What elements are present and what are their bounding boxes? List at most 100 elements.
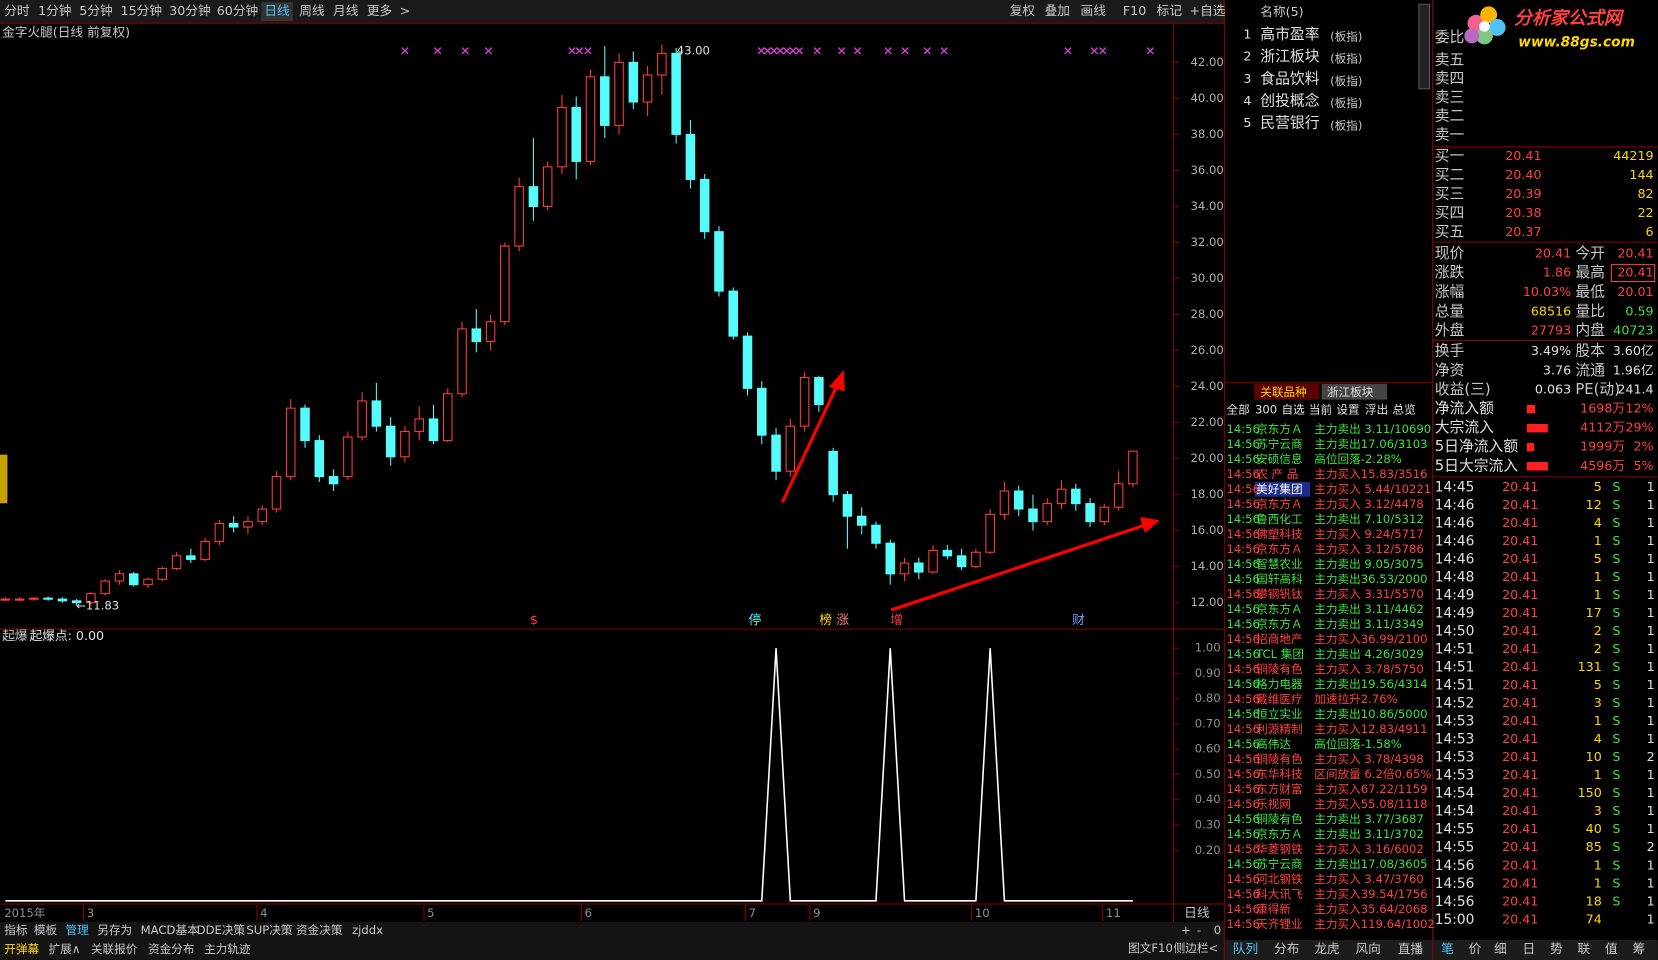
panel-tab[interactable]: 分布 — [1274, 941, 1299, 956]
tool-tab[interactable]: 另存为 — [97, 923, 132, 937]
filter-tab[interactable]: 自选 — [1281, 403, 1305, 417]
panel-tab[interactable]: 细 — [1494, 941, 1507, 956]
news-stock[interactable]: 格力电器 — [1256, 677, 1303, 691]
panel-tab[interactable]: 浙江板块 — [1327, 385, 1374, 399]
news-stock[interactable]: 高伟达 — [1256, 737, 1291, 751]
list-name[interactable]: 浙江板块 — [1260, 47, 1319, 65]
period-tab[interactable]: 5分钟 — [79, 3, 112, 18]
tool-tab[interactable]: DDE决策 — [197, 923, 246, 937]
tool-button[interactable]: 标记 — [1157, 3, 1183, 18]
news-stock[interactable]: 京东方Ａ — [1256, 827, 1303, 841]
tool-tab[interactable]: 资金分布 — [148, 942, 195, 956]
news-stock[interactable]: 铜陵有色 — [1256, 812, 1303, 826]
list-name[interactable]: 食品饮料 — [1260, 70, 1319, 87]
news-stock[interactable]: 戴维医疗 — [1256, 692, 1303, 706]
news-stock[interactable]: 京东方Ａ — [1256, 542, 1303, 556]
news-stock[interactable]: 京东方Ａ — [1256, 602, 1303, 616]
news-stock[interactable]: 美好集团 — [1256, 482, 1303, 496]
news-stock[interactable]: 京东方Ａ — [1256, 497, 1303, 511]
news-stock[interactable]: 鲁西化工 — [1256, 512, 1303, 526]
filter-tab[interactable]: 当前 — [1309, 403, 1332, 417]
news-stock[interactable]: 攀钢钒钛 — [1256, 587, 1303, 601]
tool-tab[interactable]: MACD基本 — [141, 923, 199, 937]
side-button[interactable]: 侧边栏< — [1174, 941, 1219, 955]
tool-button[interactable]: F10 — [1123, 3, 1146, 18]
tool-button[interactable]: 叠加 — [1045, 3, 1070, 18]
panel-tab[interactable]: 风向 — [1355, 941, 1380, 956]
tool-tab[interactable]: 管理 — [66, 923, 90, 937]
list-name[interactable]: 创投概念 — [1260, 92, 1319, 110]
period-tab[interactable]: 周线 — [299, 3, 325, 18]
period-tab[interactable]: 日线 — [264, 3, 290, 18]
panel-tab[interactable]: 值 — [1605, 941, 1618, 956]
zoom-button[interactable]: - — [1197, 923, 1201, 937]
tool-tab[interactable]: 模板 — [34, 923, 58, 937]
news-stock[interactable]: 恒立实业 — [1256, 707, 1303, 721]
zoom-button[interactable]: + — [1181, 923, 1191, 937]
news-stock[interactable]: 苏宁云商 — [1256, 857, 1303, 871]
news-stock[interactable]: 东方财富 — [1256, 782, 1303, 796]
period-tab[interactable]: 30分钟 — [169, 3, 210, 18]
period-tab[interactable]: 60分钟 — [217, 3, 258, 18]
news-stock[interactable]: 农 产 品 — [1256, 467, 1298, 481]
side-handle[interactable] — [0, 454, 8, 504]
filter-tab[interactable]: 全部 — [1226, 403, 1250, 417]
news-stock[interactable]: TCL 集团 — [1255, 647, 1304, 661]
panel-tab[interactable]: 联 — [1577, 941, 1590, 956]
period-tab[interactable]: 月线 — [333, 3, 359, 18]
news-stock[interactable]: 安硕信息 — [1256, 452, 1303, 466]
tool-button[interactable]: 复权 — [1010, 3, 1036, 18]
filter-tab[interactable]: 浮出 — [1365, 403, 1388, 417]
tool-tab[interactable]: 资金决策 — [296, 923, 343, 937]
list-name[interactable]: 高市盈率 — [1260, 26, 1319, 43]
news-stock[interactable]: 乐视网 — [1256, 797, 1291, 811]
news-stock[interactable]: 招商地产 — [1256, 632, 1303, 646]
news-stock[interactable]: 康得新 — [1256, 902, 1291, 916]
tool-tab[interactable]: SUP决策 — [246, 923, 293, 937]
panel-tab[interactable]: 队列 — [1233, 941, 1258, 956]
news-stock[interactable]: 河北钢铁 — [1256, 872, 1303, 886]
tool-tab[interactable]: 开弹幕 — [4, 942, 39, 956]
news-stock[interactable]: 华菱钢铁 — [1256, 842, 1303, 856]
filter-tab[interactable]: 设置 — [1336, 403, 1359, 417]
list-index: 1 — [1243, 26, 1251, 41]
tool-tab[interactable]: 关联报价 — [91, 942, 138, 956]
period-tab[interactable]: 分时 — [4, 3, 30, 18]
panel-tab[interactable]: 直播 — [1398, 941, 1424, 956]
panel-tab[interactable]: 价 — [1469, 941, 1482, 956]
scrollbar[interactable] — [1418, 3, 1430, 90]
period-tab[interactable]: 1分钟 — [38, 3, 71, 18]
panel-tab[interactable]: 势 — [1550, 941, 1563, 956]
news-stock[interactable]: 佛塑科技 — [1256, 527, 1303, 541]
news-stock[interactable]: 京东方Ａ — [1256, 422, 1303, 436]
news-stock[interactable]: 科大讯飞 — [1256, 887, 1303, 901]
zoom-button[interactable]: 0 — [1214, 923, 1221, 937]
news-stock[interactable]: 利源精制 — [1256, 722, 1303, 736]
news-stock[interactable]: 铜陵有色 — [1256, 662, 1303, 676]
news-stock[interactable]: 铜陵有色 — [1256, 752, 1303, 766]
news-stock[interactable]: 天齐锂业 — [1256, 917, 1303, 931]
panel-tab[interactable]: 龙虎 — [1314, 941, 1339, 956]
filter-tab[interactable]: 总览 — [1392, 403, 1415, 417]
panel-tab[interactable]: 日 — [1523, 941, 1536, 956]
news-stock[interactable]: 智慧农业 — [1256, 557, 1303, 571]
tool-button[interactable]: 画线 — [1081, 3, 1107, 18]
period-tab[interactable]: 更多 — [367, 3, 392, 18]
period-tab[interactable]: > — [400, 3, 411, 18]
tool-tab[interactable]: 扩展∧ — [49, 942, 81, 956]
news-stock[interactable]: 国轩高科 — [1256, 572, 1303, 586]
side-button[interactable]: 图文F10 — [1128, 941, 1173, 955]
period-tab[interactable]: 15分钟 — [121, 3, 162, 18]
list-name[interactable]: 民营银行 — [1260, 115, 1319, 132]
news-stock[interactable]: 京东方Ａ — [1256, 617, 1303, 631]
panel-tab[interactable]: 笔 — [1441, 941, 1454, 956]
tool-button[interactable]: +自选 — [1189, 3, 1225, 18]
filter-tab[interactable]: 300 — [1255, 403, 1277, 417]
tool-tab[interactable]: 主力轨迹 — [204, 942, 251, 956]
panel-tab[interactable]: 关联品种 — [1260, 385, 1307, 399]
news-stock[interactable]: 苏宁云商 — [1256, 437, 1303, 451]
tool-tab[interactable]: zjddx — [352, 923, 383, 937]
panel-tab[interactable]: 筹 — [1632, 941, 1645, 956]
tool-tab[interactable]: 指标 — [4, 923, 28, 937]
news-stock[interactable]: 东华科技 — [1256, 767, 1303, 781]
